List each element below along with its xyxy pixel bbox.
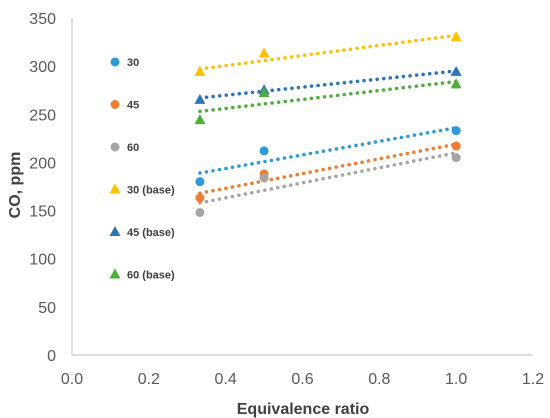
- data-point-30: [259, 146, 269, 156]
- data-point-30-base: [450, 31, 462, 42]
- x-tick-label: 1.0: [445, 371, 467, 388]
- legend-label-30: 30: [127, 57, 139, 69]
- data-point-60-base: [258, 87, 270, 98]
- legend-label-60: 60: [127, 142, 139, 154]
- x-tick-label: 0.8: [368, 371, 390, 388]
- y-tick-label: 150: [29, 204, 56, 221]
- legend-marker-60-base: [109, 268, 121, 279]
- data-point-45: [451, 141, 461, 151]
- x-tick-label: 0.6: [291, 371, 313, 388]
- x-tick-label: 1.2: [522, 371, 544, 388]
- legend-marker-30-base: [109, 183, 121, 194]
- legend-marker-45: [110, 100, 120, 109]
- y-tick-label: 0: [47, 348, 56, 365]
- data-point-30: [451, 126, 461, 136]
- legend-label-30-base: 30 (base): [127, 185, 175, 197]
- y-tick-label: 300: [29, 59, 56, 76]
- legend-marker-60: [110, 142, 120, 152]
- data-point-30-base: [258, 47, 270, 58]
- legend-marker-45-base: [109, 226, 121, 236]
- trendline-45-base: [198, 69, 458, 100]
- trendline-30: [198, 126, 458, 175]
- y-tick-label: 50: [38, 300, 56, 317]
- plot-area: 0.0 0.2 0.4 0.6 0.8 1.0 1.2 0 50 100 150 200 250 300 3…: [29, 11, 544, 388]
- x-tick-label: 0.0: [61, 371, 83, 388]
- y-tick-label: 350: [29, 11, 56, 28]
- data-point-45: [195, 193, 205, 203]
- trendline-60: [198, 151, 458, 205]
- data-point-30: [195, 177, 205, 187]
- data-point-60-base: [450, 78, 462, 89]
- data-point-60-base: [194, 114, 206, 125]
- legend-label-60-base: 60 (base): [127, 270, 175, 282]
- legend-label-45: 45: [127, 100, 139, 112]
- data-point-30-base: [194, 65, 206, 76]
- x-tick-label: 0.2: [138, 371, 160, 388]
- x-tick-label: 0.4: [215, 371, 237, 388]
- data-point-60: [259, 173, 269, 183]
- trendline-45: [198, 142, 458, 195]
- data-point-45-base: [450, 65, 462, 76]
- y-axis-title: CO, ppm: [7, 152, 24, 219]
- x-axis-title: Equivalence ratio: [237, 401, 370, 418]
- y-tick-label: 250: [29, 107, 56, 124]
- data-point-60: [451, 153, 461, 163]
- legend-marker-30: [110, 57, 120, 67]
- data-point-60: [195, 207, 205, 217]
- y-tick-label: 200: [29, 155, 56, 172]
- trendline-60-base: [198, 79, 458, 114]
- trendline-30-base: [198, 33, 458, 71]
- legend-label-45-base: 45 (base): [127, 227, 175, 239]
- data-point-45-base: [194, 93, 206, 104]
- y-tick-label: 100: [29, 252, 56, 269]
